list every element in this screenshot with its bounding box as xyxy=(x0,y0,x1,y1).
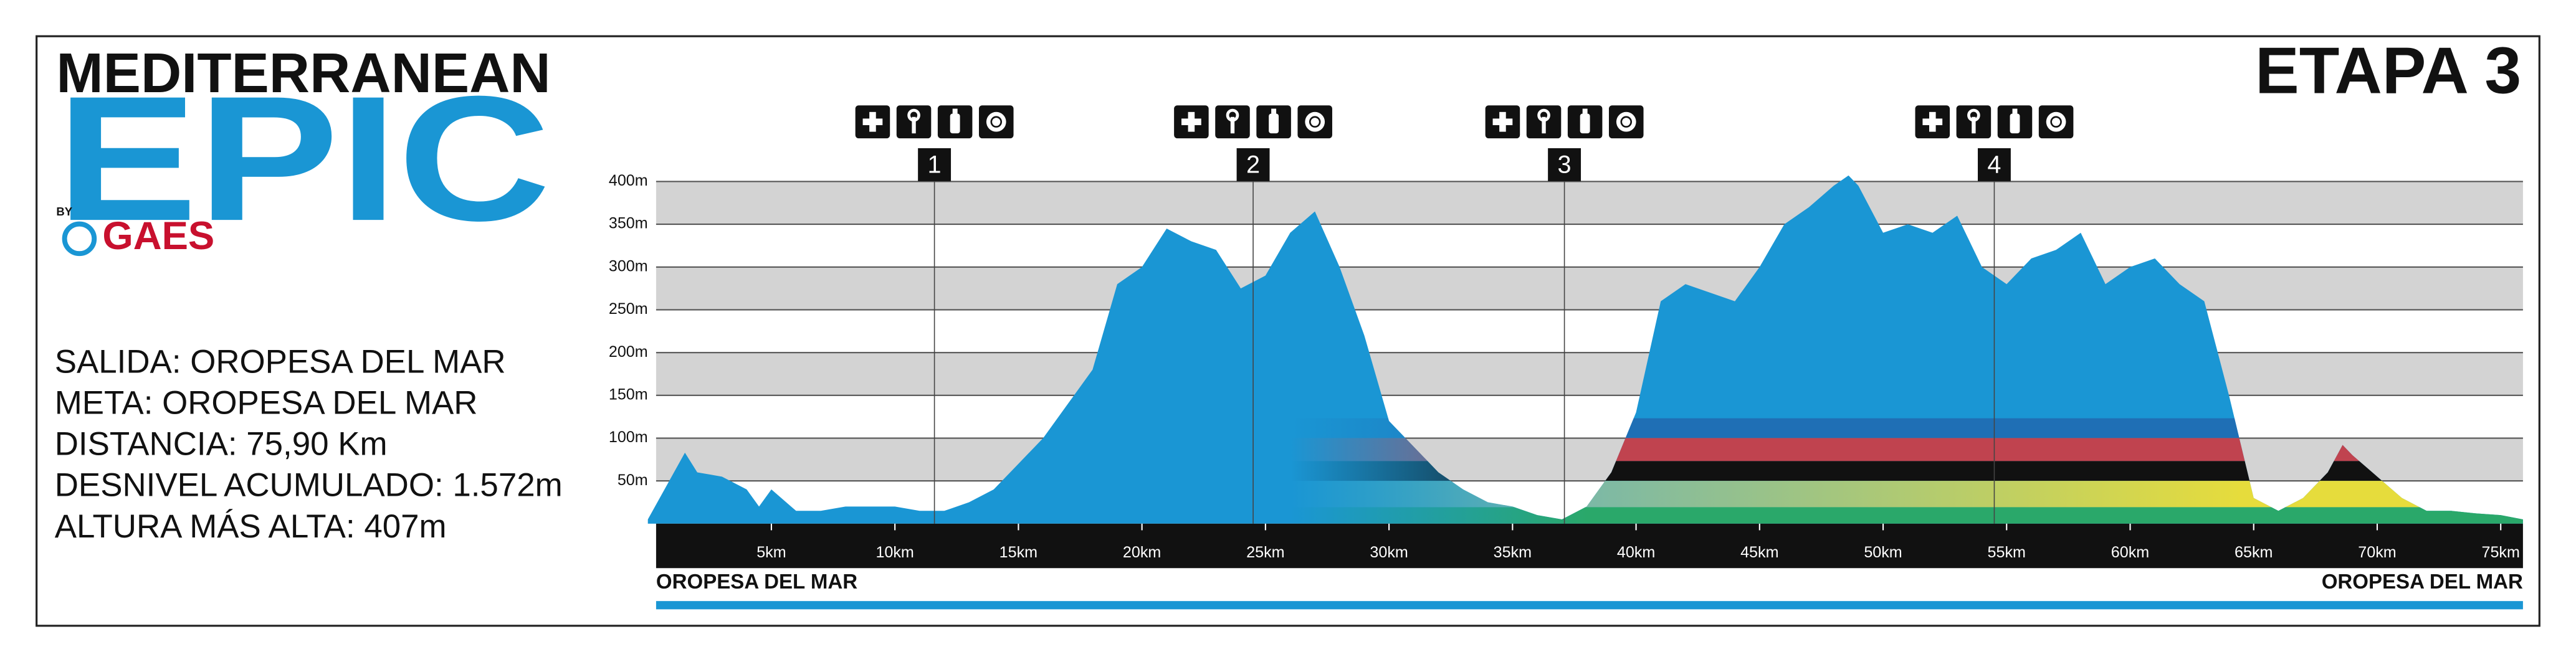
band xyxy=(1290,418,2523,438)
aid-stations: 1 2 3 4 xyxy=(855,105,2074,524)
grid-band xyxy=(656,352,2523,395)
x-tick-label: 15km xyxy=(999,544,1038,561)
icon-part xyxy=(1271,108,1277,114)
y-tick-label: 150m xyxy=(609,385,648,403)
x-tick-label: 45km xyxy=(1740,544,1778,561)
icon-part xyxy=(907,108,920,122)
y-tick-label: 300m xyxy=(609,257,648,275)
x-axis-band xyxy=(656,523,2523,569)
icon-part xyxy=(1620,116,1633,128)
icon-part xyxy=(912,116,916,134)
icon-part xyxy=(1499,111,1506,132)
x-tick-label: 35km xyxy=(1494,544,1532,561)
frame xyxy=(36,35,2540,627)
icon-part xyxy=(990,116,1003,128)
icon-part xyxy=(1582,108,1588,114)
x-tick-label: 10km xyxy=(875,544,914,561)
x-tick-label: 75km xyxy=(2482,544,2520,561)
x-tick-label: 30km xyxy=(1370,544,1408,561)
info-line: DISTANCIA: 75,90 Km xyxy=(55,426,388,463)
station-number: 2 xyxy=(1246,151,1260,179)
logo-line2: EPIC xyxy=(56,59,550,258)
icon-part xyxy=(1967,108,1980,122)
station-number: 1 xyxy=(928,151,942,179)
y-tick-label: 200m xyxy=(609,343,648,361)
station-number-box xyxy=(1236,148,1270,181)
icon-part xyxy=(1616,111,1636,132)
icon-part xyxy=(1542,116,1546,134)
y-tick-label: 400m xyxy=(609,172,648,189)
icon-part xyxy=(1972,116,1976,134)
info-line: META: OROPESA DEL MAR xyxy=(55,384,478,421)
y-tick-label: 100m xyxy=(609,428,648,446)
icon-part xyxy=(1226,108,1239,122)
station-number-box xyxy=(1978,148,2011,181)
icon-part xyxy=(2046,111,2066,132)
icon-part xyxy=(2050,116,2062,128)
stage-info: SALIDA: OROPESA DEL MAR META: OROPESA DEL… xyxy=(55,343,563,544)
icon-part xyxy=(1230,116,1235,134)
x-tick-label: 70km xyxy=(2358,544,2396,561)
icon-part xyxy=(1537,108,1550,122)
sponsor-icon xyxy=(62,221,97,257)
grid-band xyxy=(656,181,2523,225)
band xyxy=(1290,481,2523,508)
icon-part xyxy=(986,111,1006,132)
icon-part xyxy=(1929,111,1936,132)
band xyxy=(1290,507,2523,524)
icon-part xyxy=(1269,113,1279,134)
info-line: DESNIVEL ACUMULADO: 1.572m xyxy=(55,467,563,504)
x-tick-label: 50km xyxy=(1864,544,1902,561)
x-tick-label: 65km xyxy=(2235,544,2273,561)
logo-line1: MEDITERRANEAN xyxy=(56,42,550,105)
start-label: OROPESA DEL MAR xyxy=(656,570,857,593)
x-tick-label: 25km xyxy=(1246,544,1284,561)
axes: 5km 10km 15km 20km 25km 30km 35km 40km 45km 50km 5… xyxy=(756,523,2520,561)
grid-band xyxy=(656,267,2523,310)
x-tick-label: 55km xyxy=(1988,544,2026,561)
logo-sponsor: GAES xyxy=(102,214,214,258)
icon-part xyxy=(2012,108,2018,114)
station-number: 4 xyxy=(1987,151,2001,179)
logo-by: BY xyxy=(56,205,72,218)
icon-part xyxy=(1188,111,1195,132)
grid: 50m 100m 150m 200m 250m 300m 350m 400m xyxy=(609,172,2523,489)
icon-part xyxy=(2010,113,2020,134)
y-tick-label: 50m xyxy=(618,471,648,489)
station-number: 3 xyxy=(1558,151,1572,179)
x-tick-label: 5km xyxy=(756,544,786,561)
stage-title: ETAPA 3 xyxy=(2255,34,2521,108)
station-number-box xyxy=(1548,148,1581,181)
info-line: SALIDA: OROPESA DEL MAR xyxy=(55,343,506,380)
icon-part xyxy=(950,113,960,134)
y-tick-label: 350m xyxy=(609,215,648,232)
x-tick-label: 60km xyxy=(2111,544,2149,561)
route-bar xyxy=(656,601,2523,610)
x-tick-label: 40km xyxy=(1617,544,1655,561)
x-tick-label: 20km xyxy=(1123,544,1161,561)
icon-part xyxy=(952,108,958,114)
icon-part xyxy=(1305,111,1325,132)
icon-part xyxy=(869,111,876,132)
end-label: OROPESA DEL MAR xyxy=(2322,570,2523,593)
info-line: ALTURA MÁS ALTA: 407m xyxy=(55,508,447,545)
icon-part xyxy=(1309,116,1321,128)
station-number-box xyxy=(918,148,952,181)
y-tick-label: 250m xyxy=(609,300,648,318)
icon-part xyxy=(1580,113,1590,134)
